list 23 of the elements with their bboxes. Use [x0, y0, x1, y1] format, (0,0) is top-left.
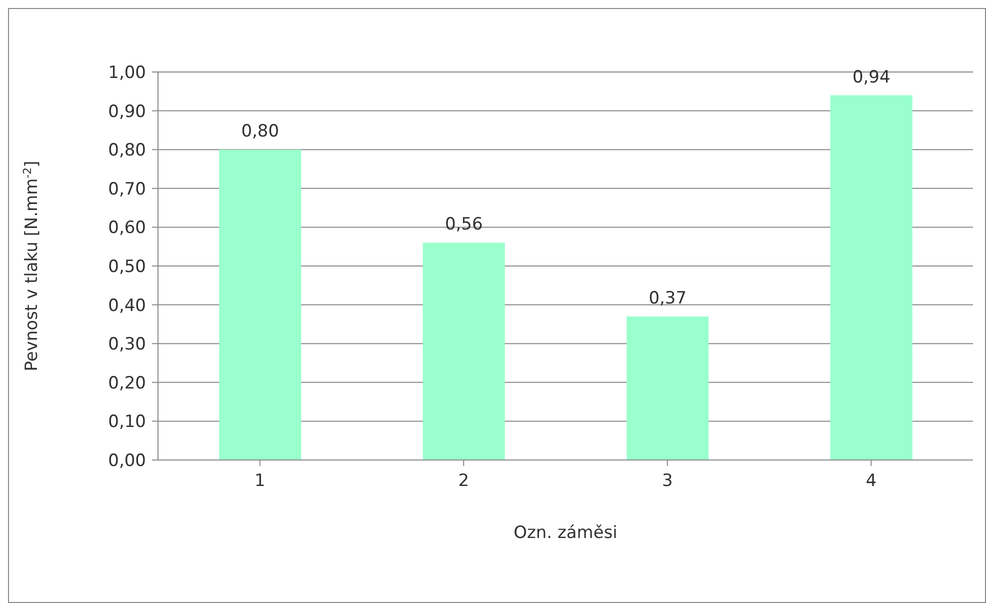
bar [219, 150, 302, 460]
data-label: 0,80 [241, 122, 280, 142]
bar [422, 242, 505, 460]
x-tick-label: 3 [662, 471, 673, 492]
y-tick-label: 0,60 [108, 218, 146, 238]
x-axis-title: Ozn. záměsi [514, 523, 618, 543]
x-tick-label: 1 [254, 471, 266, 492]
y-tick-label: 0,10 [108, 412, 146, 432]
y-tick-label: 0,50 [108, 257, 146, 278]
y-tick-label: 0,20 [108, 373, 146, 394]
x-tick-label: 2 [458, 471, 470, 492]
y-tick-label: 0,90 [108, 102, 146, 122]
data-label: 0,37 [648, 288, 687, 308]
x-tick-label: 4 [866, 471, 877, 492]
y-tick-label: 0,30 [108, 334, 146, 355]
y-tick-label: 0,40 [108, 296, 146, 316]
bar [830, 95, 912, 460]
y-tick-label: 1,00 [108, 63, 146, 84]
bar [626, 316, 709, 460]
y-tick-label: 0,70 [108, 179, 146, 200]
y-tick-label: 0,00 [108, 451, 146, 472]
data-label: 0,94 [852, 67, 890, 88]
y-tick-label: 0,80 [108, 140, 146, 161]
